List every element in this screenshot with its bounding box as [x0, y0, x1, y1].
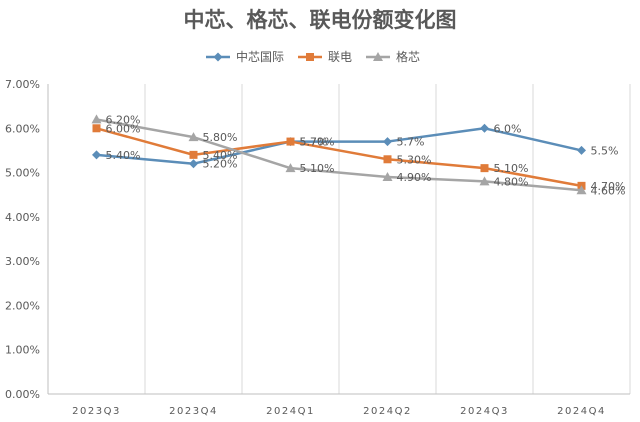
series-line [96, 118, 582, 192]
x-tick-label: 2023Q4 [169, 406, 218, 417]
legend: 中芯国际 联电 格芯 [206, 49, 420, 64]
data-point [576, 185, 587, 195]
data-label: 5.80% [203, 131, 238, 144]
data-label: 5.40% [203, 149, 238, 162]
legend-label: 格芯 [396, 49, 420, 64]
data-label: 5.5% [591, 144, 619, 157]
x-axis: 2023Q3 2023Q4 2024Q1 2024Q2 2024Q3 2024Q4 [48, 393, 630, 417]
data-label: 6.00% [106, 122, 141, 135]
data-label: 5.40% [106, 149, 141, 162]
y-tick-label: 1.00% [5, 344, 40, 357]
legend-marker [373, 52, 383, 61]
data-point [479, 176, 490, 186]
data-point [285, 163, 296, 173]
series-3 [91, 114, 587, 195]
data-point [189, 150, 198, 159]
data-label: 4.60% [591, 184, 626, 197]
y-tick-label: 3.00% [5, 255, 40, 268]
data-label: 5.10% [300, 162, 335, 175]
data-point [188, 132, 199, 142]
data-point [480, 123, 489, 133]
data-point [286, 137, 295, 146]
data-label: 5.20% [203, 158, 238, 171]
y-tick-label: 2.00% [5, 299, 40, 312]
data-point [92, 150, 101, 160]
series-line [96, 127, 582, 188]
x-tick-label: 2024Q4 [557, 406, 606, 417]
data-label: 4.70% [591, 180, 626, 193]
legend-item: 中芯国际 [206, 49, 284, 64]
x-tick-label: 2023Q3 [72, 406, 121, 417]
data-label: 5.7% [300, 136, 328, 149]
y-tick-label: 4.00% [5, 211, 40, 224]
data-labels-layer: 5.40%5.20%5.7% 5.7%6.0%5.5%6.00%5.40%5.70… [106, 113, 626, 197]
data-label: 4.90% [397, 171, 432, 184]
data-point [382, 172, 393, 181]
data-label: 5.30% [397, 153, 432, 166]
x-tick-label: 2024Q2 [363, 406, 412, 417]
data-point [189, 159, 198, 169]
data-label: 5.70% [300, 136, 335, 149]
legend-label: 中芯国际 [236, 49, 284, 64]
x-tick-label: 2024Q1 [266, 406, 315, 417]
data-label: 5.7% [397, 136, 425, 149]
legend-marker [306, 53, 314, 61]
legend-item: 格芯 [366, 49, 420, 64]
data-point [92, 124, 101, 133]
series-layer [91, 114, 587, 195]
data-label: 6.20% [106, 113, 141, 126]
series-line [96, 127, 582, 165]
data-point [91, 114, 102, 124]
y-tick-label: 7.00% [5, 78, 40, 91]
y-tick-label: 5.00% [5, 167, 40, 180]
y-tick-label: 0.00% [5, 388, 40, 401]
legend-label: 联电 [328, 50, 352, 64]
y-axis: 0.00% 1.00% 2.00% 3.00% 4.00% 5.00% 6.00% 7.00% [5, 78, 49, 401]
data-label: 6.0% [494, 122, 522, 135]
legend-item: 联电 [298, 50, 352, 64]
legend-marker [213, 52, 223, 62]
y-tick-label: 6.00% [5, 122, 40, 135]
gridlines [144, 84, 631, 394]
data-point [480, 164, 489, 173]
data-point [383, 137, 392, 147]
data-label: 5.10% [494, 162, 529, 175]
data-label: 4.80% [494, 175, 529, 188]
chart-title: 中芯、格芯、联电份额变化图 [184, 8, 457, 32]
data-point [577, 145, 586, 155]
data-point [383, 155, 392, 164]
x-tick-label: 2024Q3 [460, 406, 509, 417]
